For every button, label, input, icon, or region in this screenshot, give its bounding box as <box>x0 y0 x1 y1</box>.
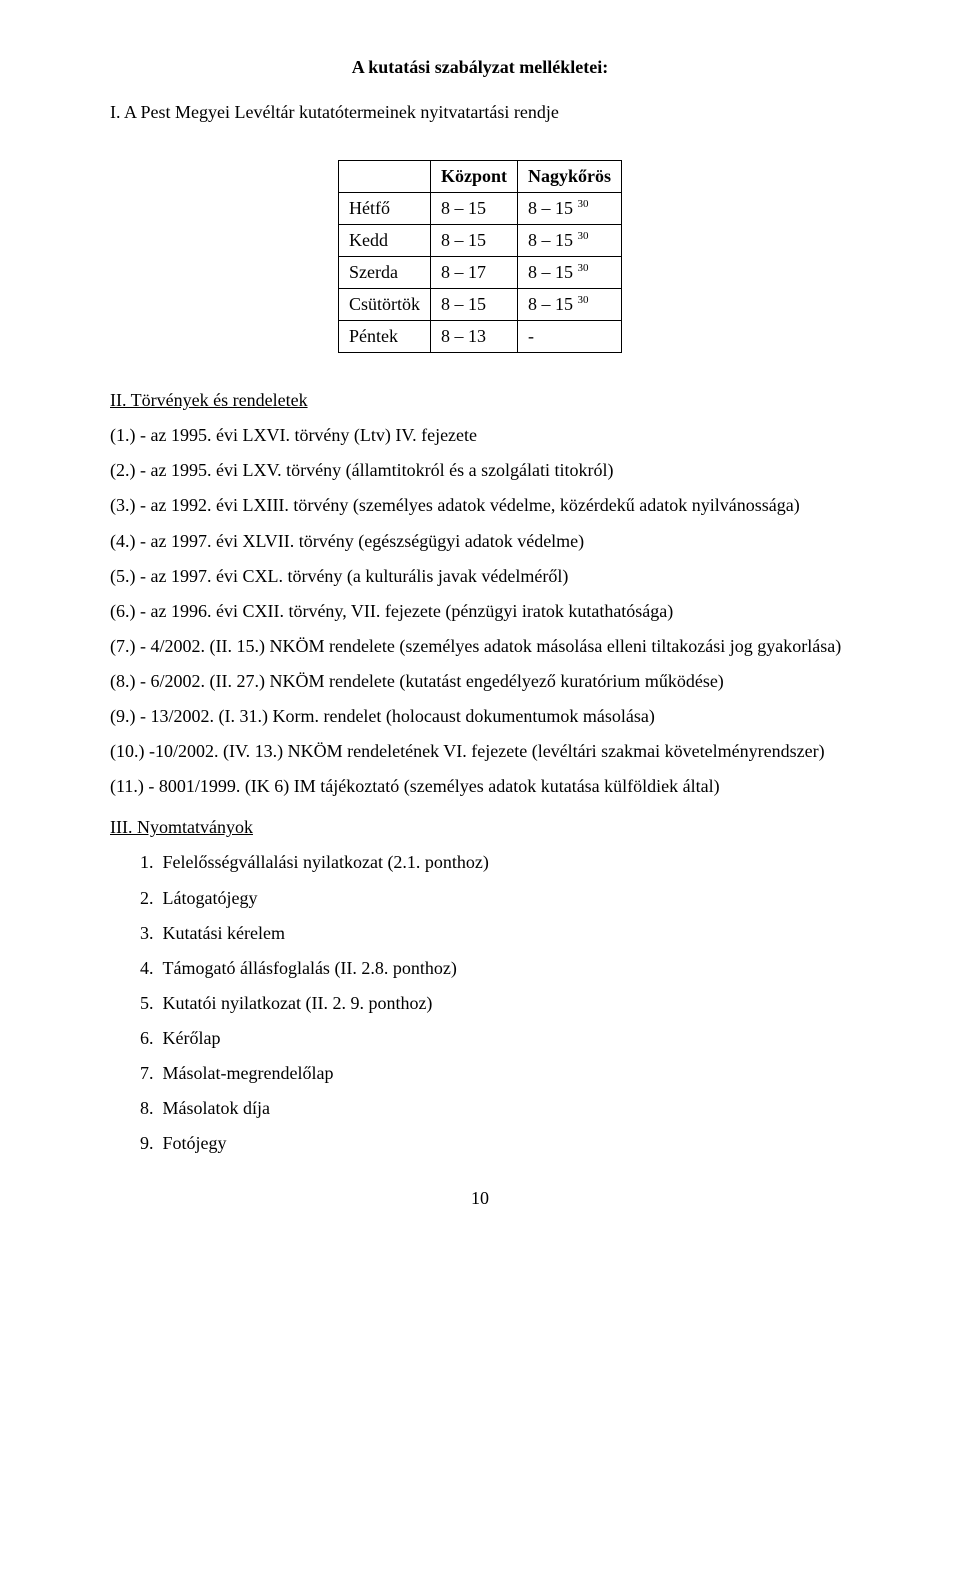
law-item: (4.) - az 1997. évi XLVII. törvény (egés… <box>110 524 850 559</box>
nagykoros-cell: 8 – 15 30 <box>518 193 622 225</box>
law-item: (1.) - az 1995. évi LXVI. törvény (Ltv) … <box>110 418 850 453</box>
schedule-table: Központ Nagykőrös Hétfő 8 – 15 8 – 15 30… <box>338 160 622 353</box>
table-row: Szerda 8 – 17 8 – 15 30 <box>338 257 621 289</box>
table-row: Kedd 8 – 15 8 – 15 30 <box>338 225 621 257</box>
table-row: Csütörtök 8 – 15 8 – 15 30 <box>338 289 621 321</box>
list-item: 5. Kutatói nyilatkozat (II. 2. 9. pontho… <box>140 986 850 1021</box>
list-item: 9. Fotójegy <box>140 1126 850 1161</box>
table-header-empty <box>338 161 430 193</box>
day-cell: Hétfő <box>338 193 430 225</box>
table-row: Hétfő 8 – 15 8 – 15 30 <box>338 193 621 225</box>
list-item: 6. Kérőlap <box>140 1021 850 1056</box>
kozpont-cell: 8 – 17 <box>430 257 517 289</box>
list-item: 2. Látogatójegy <box>140 881 850 916</box>
kozpont-cell: 8 – 13 <box>430 321 517 353</box>
list-item: 3. Kutatási kérelem <box>140 916 850 951</box>
law-item: (9.) - 13/2002. (I. 31.) Korm. rendelet … <box>110 699 850 734</box>
section-2-heading: II. Törvények és rendeletek <box>110 383 850 418</box>
day-cell: Csütörtök <box>338 289 430 321</box>
page-number: 10 <box>110 1181 850 1216</box>
day-cell: Péntek <box>338 321 430 353</box>
law-item: (2.) - az 1995. évi LXV. törvény (államt… <box>110 453 850 488</box>
law-item: (10.) -10/2002. (IV. 13.) NKÖM rendeleté… <box>110 734 850 769</box>
forms-list: 1. Felelősségvállalási nyilatkozat (2.1.… <box>110 845 850 1161</box>
list-item: 8. Másolatok díja <box>140 1091 850 1126</box>
kozpont-cell: 8 – 15 <box>430 193 517 225</box>
nagykoros-cell: 8 – 15 30 <box>518 225 622 257</box>
nagykoros-cell: 8 – 15 30 <box>518 289 622 321</box>
law-item: (11.) - 8001/1999. (IK 6) IM tájékoztató… <box>110 769 850 804</box>
kozpont-cell: 8 – 15 <box>430 289 517 321</box>
list-item: 1. Felelősségvállalási nyilatkozat (2.1.… <box>140 845 850 880</box>
law-item: (5.) - az 1997. évi CXL. törvény (a kult… <box>110 559 850 594</box>
day-cell: Kedd <box>338 225 430 257</box>
kozpont-cell: 8 – 15 <box>430 225 517 257</box>
list-item: 7. Másolat-megrendelőlap <box>140 1056 850 1091</box>
document-title: A kutatási szabályzat mellékletei: <box>110 50 850 85</box>
law-item: (8.) - 6/2002. (II. 27.) NKÖM rendelete … <box>110 664 850 699</box>
law-item: (6.) - az 1996. évi CXII. törvény, VII. … <box>110 594 850 629</box>
day-cell: Szerda <box>338 257 430 289</box>
table-header-kozpont: Központ <box>430 161 517 193</box>
law-item: (7.) - 4/2002. (II. 15.) NKÖM rendelete … <box>110 629 850 664</box>
section-3-heading: III. Nyomtatványok <box>110 810 850 845</box>
list-item: 4. Támogató állásfoglalás (II. 2.8. pont… <box>140 951 850 986</box>
nagykoros-cell: 8 – 15 30 <box>518 257 622 289</box>
table-row: Péntek 8 – 13 - <box>338 321 621 353</box>
section-1-heading: I. A Pest Megyei Levéltár kutatótermeine… <box>110 95 850 130</box>
table-header-nagykoros: Nagykőrös <box>518 161 622 193</box>
law-item: (3.) - az 1992. évi LXIII. törvény (szem… <box>110 488 850 523</box>
nagykoros-cell: - <box>518 321 622 353</box>
